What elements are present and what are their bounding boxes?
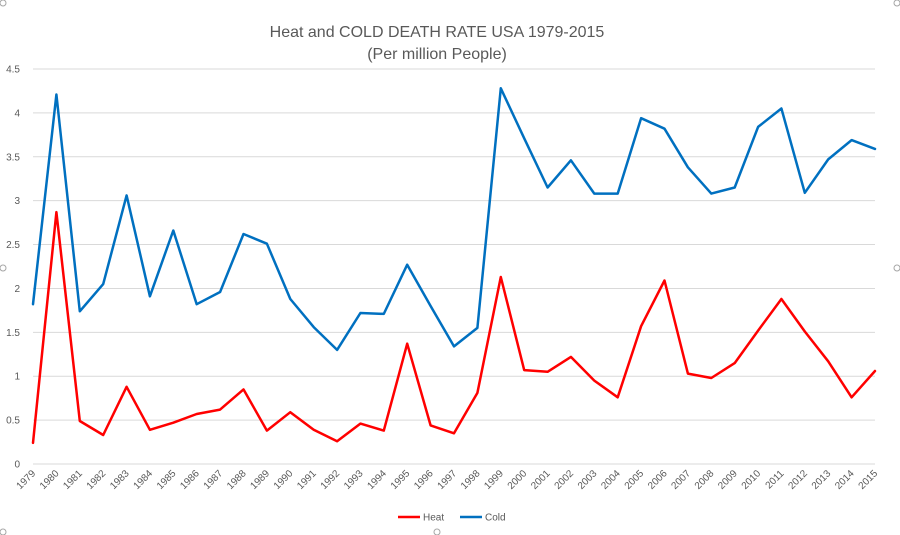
chart-title: Heat and COLD DEATH RATE USA 1979-2015 [270, 24, 605, 41]
y-tick-label: 0.5 [6, 416, 20, 427]
chart-subtitle: (Per million People) [367, 46, 507, 63]
x-tick-label: 1982 [85, 468, 109, 492]
resize-handle-left[interactable] [0, 264, 7, 272]
x-tick-label: 2007 [669, 468, 693, 492]
x-tick-label: 1987 [202, 468, 226, 492]
x-tick-label: 1985 [155, 468, 179, 492]
y-tick-label: 2 [14, 284, 20, 295]
x-tick-label: 2003 [576, 468, 600, 492]
y-tick-label: 1.5 [6, 328, 20, 339]
gridlines [33, 68, 875, 465]
legend-label-heat: Heat [423, 513, 444, 524]
legend-label-cold: Cold [485, 513, 506, 524]
y-tick-label: 1 [14, 372, 20, 383]
x-axis-ticks: 1979 1980 1981 1982 1983 1984 1985 1986 1987 1988… [15, 468, 881, 492]
x-tick-label: 2005 [623, 468, 647, 492]
resize-handle-top-left[interactable] [0, 0, 7, 7]
resize-handle-bottom[interactable] [433, 528, 441, 535]
x-tick-label: 1991 [295, 468, 319, 492]
x-tick-label: 2013 [810, 468, 834, 492]
x-tick-label: 2008 [693, 468, 717, 492]
x-tick-label: 2000 [506, 468, 530, 492]
y-tick-label: 0 [14, 460, 20, 471]
x-tick-label: 1993 [342, 468, 366, 492]
x-tick-label: 1990 [272, 468, 296, 492]
x-tick-label: 2006 [646, 468, 670, 492]
x-tick-label: 1999 [482, 468, 506, 492]
x-tick-label: 1984 [132, 468, 156, 492]
x-tick-label: 1994 [365, 468, 389, 492]
x-tick-label: 2015 [857, 468, 881, 492]
x-tick-label: 2011 [764, 468, 787, 491]
x-tick-label: 2014 [833, 468, 857, 492]
resize-handle-top-right[interactable] [893, 0, 900, 7]
x-tick-label: 1986 [178, 468, 202, 492]
x-tick-label: 1988 [225, 468, 249, 492]
x-tick-label: 2001 [529, 468, 553, 492]
series-lines [31, 87, 877, 445]
x-tick-label: 1996 [412, 468, 436, 492]
x-tick-label: 1995 [389, 468, 413, 492]
x-tick-label: 1998 [459, 468, 483, 492]
resize-handle-right[interactable] [893, 264, 900, 272]
x-tick-label: 1983 [108, 468, 132, 492]
y-tick-label: 4 [14, 108, 20, 119]
x-tick-label: 1981 [61, 468, 85, 492]
y-tick-label: 3.5 [6, 152, 20, 163]
legend[interactable]: Heat Cold [398, 513, 506, 524]
x-tick-label: 1980 [38, 468, 62, 492]
x-tick-label: 2010 [740, 468, 764, 492]
y-tick-label: 4.5 [6, 65, 20, 76]
resize-handle-bottom-left[interactable] [0, 528, 7, 535]
x-tick-label: 1979 [15, 468, 39, 492]
x-tick-label: 2002 [553, 468, 577, 492]
x-tick-label: 2009 [716, 468, 740, 492]
x-tick-label: 2012 [786, 468, 810, 492]
y-tick-label: 3 [14, 196, 20, 207]
y-axis-ticks: 0 0.5 1 1.5 2 2.5 3 3.5 4 4.5 [6, 65, 20, 471]
x-tick-label: 1997 [436, 468, 460, 492]
x-tick-label: 2004 [599, 468, 623, 492]
y-tick-label: 2.5 [6, 240, 20, 251]
series-line-heat [31, 210, 877, 445]
x-tick-label: 1992 [319, 468, 343, 492]
x-tick-label: 1989 [248, 468, 272, 492]
series-line-cold [31, 87, 877, 352]
